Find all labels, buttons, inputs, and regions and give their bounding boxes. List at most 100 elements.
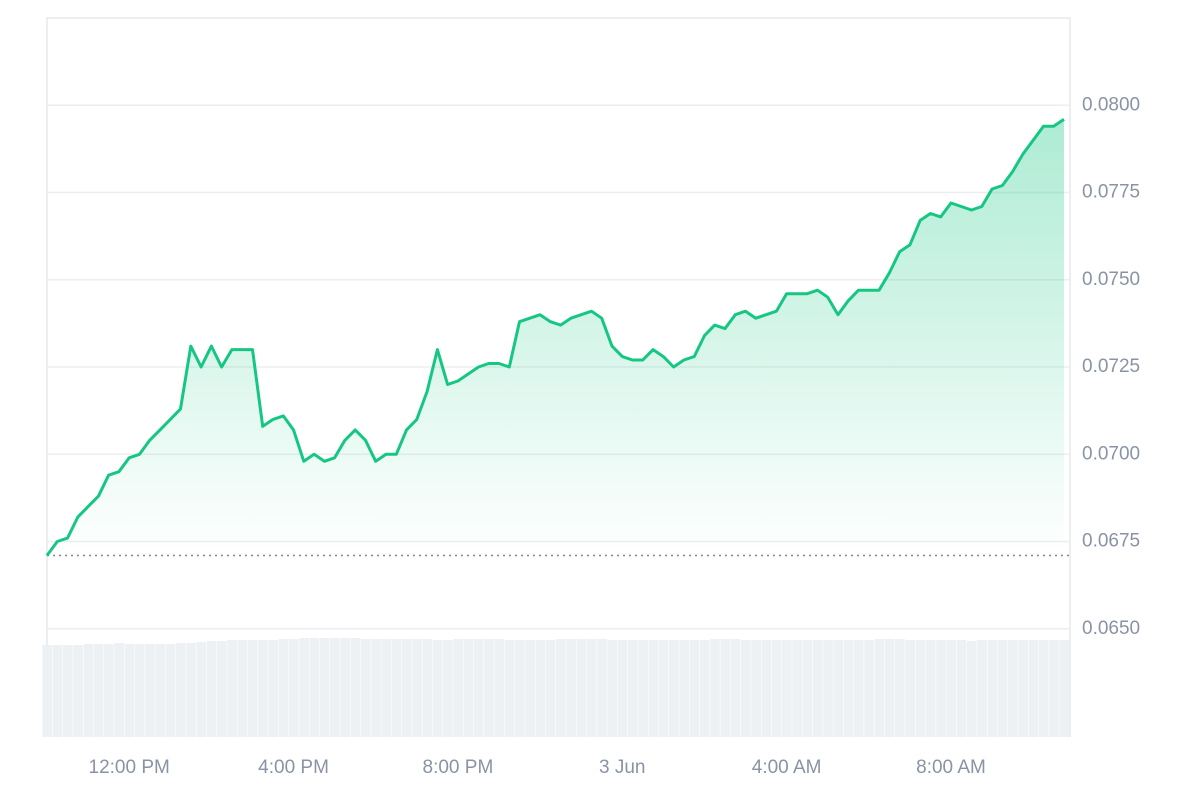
volume-bar: [586, 639, 597, 737]
volume-bar: [545, 640, 556, 737]
volume-bar: [42, 645, 53, 737]
volume-bar: [175, 643, 186, 737]
volume-bar: [802, 640, 813, 737]
volume-bar: [330, 638, 340, 737]
volume-bar: [288, 639, 299, 737]
volume-bar: [669, 640, 679, 737]
volume-bar: [217, 641, 227, 737]
volume-bar: [104, 644, 114, 737]
volume-bar: [771, 640, 782, 737]
volume-bar: [823, 640, 833, 737]
volume-bar: [484, 639, 494, 737]
volume-bar: [833, 640, 844, 737]
x-tick-label: 8:00 AM: [916, 757, 986, 778]
volume-bar: [247, 640, 258, 737]
volume-bar: [751, 640, 761, 737]
volume-bar: [843, 640, 854, 737]
price-area: [47, 119, 1064, 556]
volume-bar: [237, 640, 248, 737]
volume-bar: [812, 640, 823, 737]
volume-bar: [391, 639, 402, 737]
volume-bar: [422, 639, 433, 737]
volume-bar: [114, 643, 125, 737]
y-tick-label: 0.0675: [1082, 531, 1140, 552]
volume-bar: [206, 641, 217, 737]
x-tick-label: 3 Jun: [599, 757, 645, 778]
volume-bar: [268, 640, 279, 737]
volume-bar: [165, 644, 176, 737]
volume-bar: [227, 640, 238, 737]
volume-bar: [556, 639, 566, 737]
volume-bar: [627, 640, 638, 737]
volume-bar: [319, 638, 330, 737]
volume-bar: [648, 640, 659, 737]
volume-bar: [987, 640, 998, 737]
volume-bar: [638, 640, 648, 737]
volume-bar: [597, 639, 607, 737]
volume-bar: [350, 638, 361, 737]
volume-bar: [186, 643, 196, 737]
volume-bar: [443, 640, 453, 737]
volume-bar: [340, 638, 351, 737]
volume-bar: [730, 639, 741, 737]
volume-bar: [52, 645, 63, 737]
volume-bar: [525, 640, 535, 737]
volume-bar: [566, 639, 577, 737]
volume-bar: [299, 638, 309, 737]
volume-bar: [915, 640, 926, 737]
volume-bar: [1038, 640, 1049, 737]
volume-bar: [884, 639, 895, 737]
volume-bar: [1028, 640, 1039, 737]
volume-bar: [145, 644, 155, 737]
volume-bar: [679, 640, 690, 737]
volume-bar: [1049, 640, 1059, 737]
volume-bar: [997, 640, 1008, 737]
volume-bar: [617, 640, 628, 737]
volume-bar: [134, 644, 145, 737]
volume-bar: [494, 639, 505, 737]
volume-bar: [155, 644, 166, 737]
plot-frame: [46, 17, 1071, 737]
volume-bar: [124, 644, 135, 737]
volume-bar: [966, 641, 977, 737]
volume-bar: [977, 640, 987, 737]
y-tick-label: 0.0800: [1082, 94, 1140, 115]
volume-bar: [309, 638, 320, 737]
x-tick-label: 8:00 PM: [423, 757, 494, 778]
price-line: [45, 117, 1065, 557]
volume-bar: [514, 640, 525, 737]
y-tick-label: 0.0775: [1082, 182, 1140, 203]
volume-bar: [83, 644, 94, 737]
volume-bar: [895, 639, 905, 737]
volume-bar: [925, 640, 936, 737]
volume-bar: [782, 640, 792, 737]
volume-bar: [278, 639, 289, 737]
volume-bar: [720, 639, 731, 737]
volume-bar: [853, 640, 864, 737]
volume-bar: [689, 640, 700, 737]
volume-bar: [412, 639, 422, 737]
volume-bar: [658, 640, 669, 737]
volume-bar: [401, 639, 412, 737]
volume-bar: [946, 640, 957, 737]
y-tick-label: 0.0650: [1082, 618, 1140, 639]
volume-bar: [371, 639, 381, 737]
volume-bar: [258, 640, 268, 737]
volume-bar: [473, 639, 484, 737]
volume-bar: [73, 645, 83, 737]
volume-bar: [864, 640, 874, 737]
volume-bar: [535, 640, 546, 737]
volume-bar: [699, 640, 710, 737]
x-tick-label: 4:00 AM: [752, 757, 822, 778]
volume-bar: [453, 639, 464, 737]
volume-bar: [62, 645, 73, 737]
volume-bar: [740, 640, 751, 737]
volume-bar: [93, 644, 104, 737]
volume-bar: [1018, 640, 1029, 737]
volume-bar: [710, 639, 720, 737]
volume-bar: [874, 639, 885, 737]
volume-bar: [381, 639, 392, 737]
volume-bar: [504, 640, 515, 737]
